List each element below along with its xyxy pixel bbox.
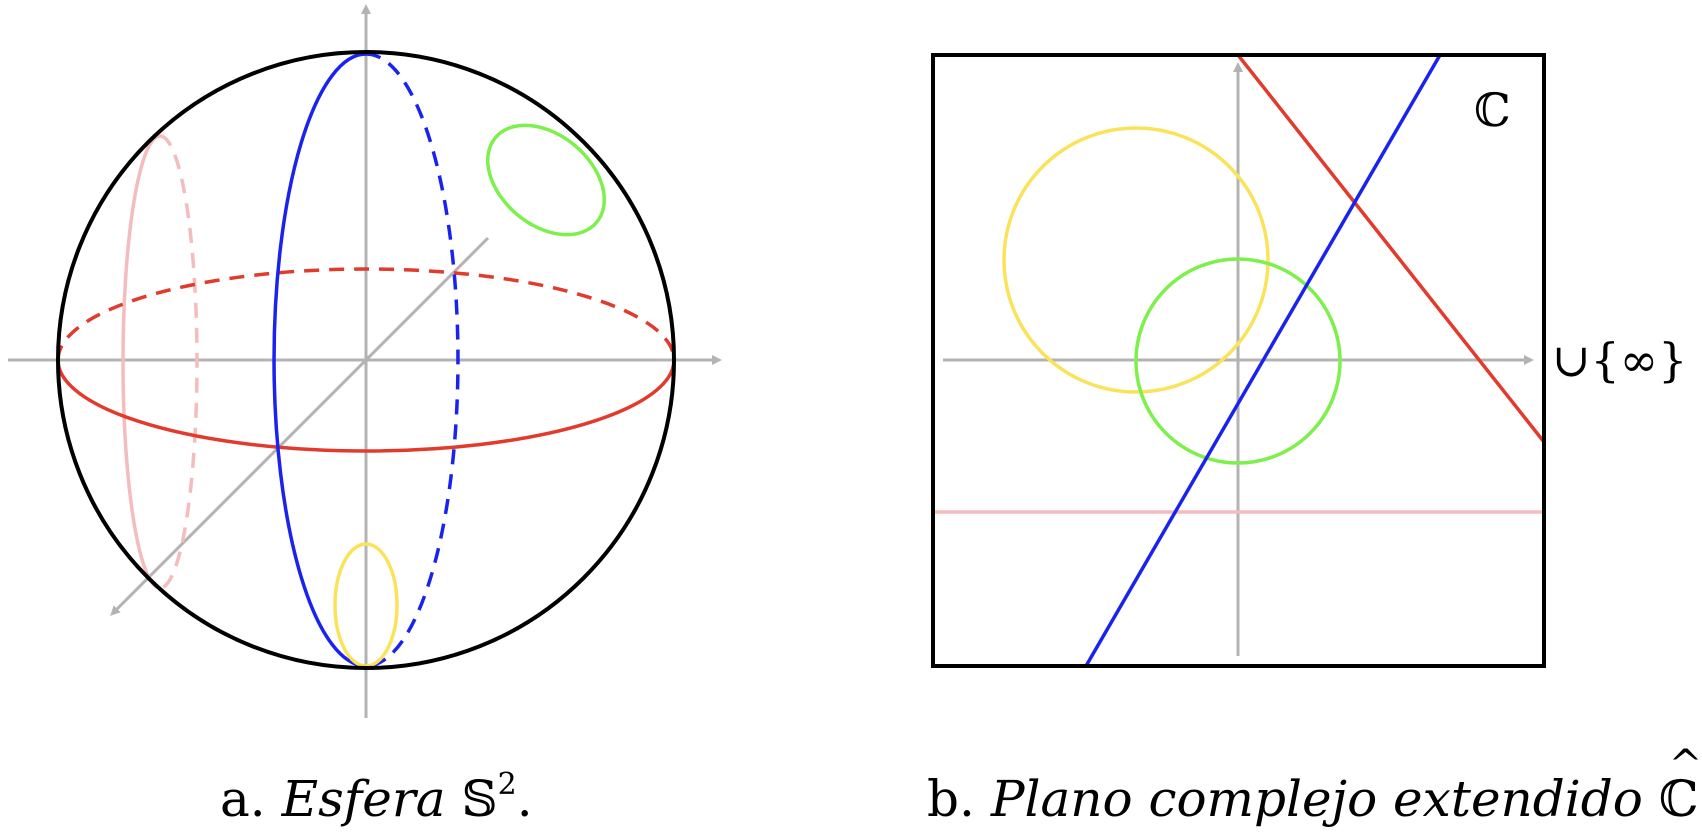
blue-meridian-front — [272, 52, 367, 668]
complex-set-label: ℂ — [1474, 83, 1511, 137]
plane-caption-period: . — [1699, 770, 1702, 828]
green-circle — [486, 123, 606, 237]
plane-caption: b. Plano complejo extendido ℂ. — [927, 742, 1702, 828]
plane-green-circle — [1134, 257, 1342, 465]
sphere-y-axis — [110, 236, 490, 616]
plane-diagram: ℂ ∪{∞} — [931, 53, 1687, 668]
plane-yellow-circle — [1002, 126, 1270, 394]
sphere-caption-period: . — [516, 770, 533, 828]
plane-caption-symbol: ℂ — [1659, 742, 1702, 828]
blue-meridian-back — [365, 52, 460, 668]
sphere-outline — [56, 50, 676, 670]
pink-circle-back — [159, 134, 199, 590]
sphere-caption-superscript: 2 — [497, 767, 517, 802]
sphere-caption-title: Esfera — [281, 770, 446, 828]
plane-caption-title: Plano complejo extendido — [990, 770, 1643, 828]
red-equator-back — [56, 267, 676, 361]
infinity-label: ∪{∞} — [1552, 333, 1687, 387]
plane-red-line — [1236, 55, 1544, 444]
sphere-diagram — [8, 4, 722, 718]
sphere-caption-symbol: 𝕊 — [461, 770, 498, 828]
plane-caption-prefix: b. — [927, 770, 975, 828]
sphere-caption: a. Esfera 𝕊2. — [220, 767, 533, 829]
plane-frame — [931, 53, 1546, 668]
pink-circle-front — [121, 134, 161, 590]
sphere-caption-prefix: a. — [220, 770, 266, 828]
plane-blue-line — [1084, 55, 1442, 666]
red-equator-front — [56, 359, 676, 453]
